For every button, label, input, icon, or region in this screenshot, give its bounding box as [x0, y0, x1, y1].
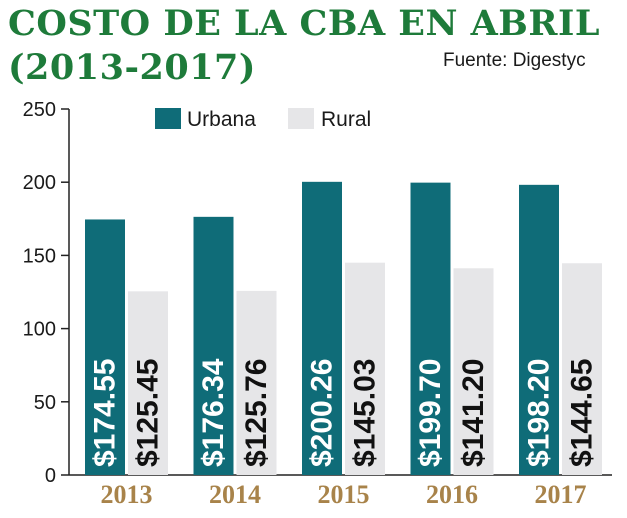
legend-swatch-rural [288, 108, 314, 129]
bar-rural [562, 263, 602, 475]
bar-urbana-label: $200.26 [306, 359, 339, 467]
bar-rural-label: $125.76 [240, 359, 273, 467]
bar-rural [236, 290, 277, 475]
bar-urbana [302, 181, 342, 475]
y-tick-label: 50 [34, 392, 56, 414]
x-category-label: 2016 [426, 480, 478, 509]
x-category-label: 2015 [318, 480, 370, 509]
x-category-label: 2017 [535, 480, 587, 509]
x-category-label: 2013 [101, 480, 153, 509]
bar-urbana [519, 184, 559, 475]
legend-label-rural: Rural [321, 108, 371, 131]
bars-layer: $174.55 $125.45 $176.34 $125.76 $200.26 $145.… [85, 181, 602, 475]
y-tick-label: 250 [23, 99, 56, 121]
bar-rural-label: $141.20 [457, 359, 490, 467]
x-category-label: 2014 [209, 480, 261, 509]
bar-urbana-label: $176.34 [197, 358, 230, 467]
bar-urbana-label: $199.70 [414, 359, 447, 467]
bar-rural-label: $125.45 [132, 359, 165, 467]
bar-urbana [193, 216, 234, 475]
bar-rural [453, 268, 494, 475]
source-note: Fuente: Digestyc [443, 50, 586, 71]
y-tick-label: 150 [23, 245, 56, 267]
y-tick-label: 0 [45, 465, 56, 487]
chart-title-line-2: (2013-2017) [8, 47, 256, 88]
y-tick-label: 100 [23, 319, 56, 341]
axis-layer: 0 50 100 150 200 250 2013 2014 2015 2016 2017 [23, 99, 612, 509]
legend: Urbana Rural [155, 108, 371, 131]
bar-rural [345, 262, 385, 475]
bar-urbana [85, 219, 125, 475]
bar-urbana-label: $198.20 [523, 359, 556, 467]
bar-rural-label: $145.03 [349, 359, 382, 467]
legend-label-urbana: Urbana [187, 108, 256, 131]
bar-urbana [410, 182, 451, 475]
bar-rural-label: $144.65 [566, 359, 599, 467]
bar-urbana-label: $174.55 [89, 359, 122, 467]
bar-rural [128, 291, 168, 475]
legend-swatch-urbana [155, 108, 181, 129]
y-tick-label: 200 [23, 172, 56, 194]
chart-title-line-1: COSTO DE LA CBA EN ABRIL [8, 3, 600, 44]
